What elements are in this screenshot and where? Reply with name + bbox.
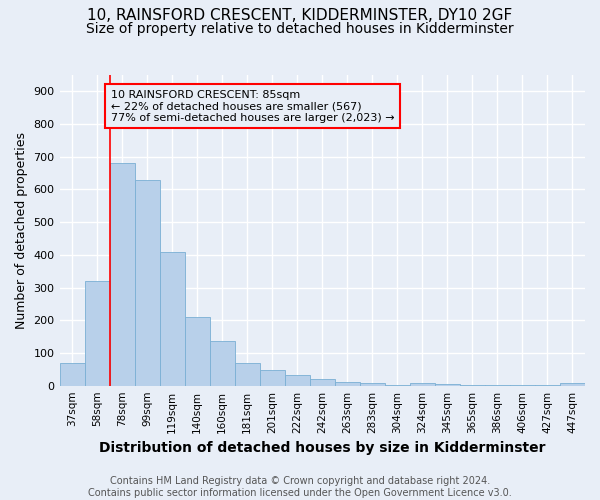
Bar (460, 384, 485, 386)
Text: Size of property relative to detached houses in Kidderminster: Size of property relative to detached ho… (86, 22, 514, 36)
Bar (134, 180, 160, 386)
Bar (235, 364, 260, 386)
Bar (410, 383, 435, 386)
Y-axis label: Number of detached properties: Number of detached properties (15, 132, 28, 329)
X-axis label: Distribution of detached houses by size in Kidderminster: Distribution of detached houses by size … (99, 441, 545, 455)
Bar (160, 252, 185, 386)
Bar (335, 382, 360, 386)
Text: 10, RAINSFORD CRESCENT, KIDDERMINSTER, DY10 2GF: 10, RAINSFORD CRESCENT, KIDDERMINSTER, D… (88, 8, 512, 22)
Bar (260, 370, 285, 386)
Bar (185, 317, 209, 386)
Bar (285, 375, 310, 386)
Bar (310, 379, 335, 386)
Bar (560, 383, 585, 386)
Bar (110, 164, 134, 386)
Bar (485, 385, 510, 386)
Bar (360, 383, 385, 386)
Bar (435, 384, 460, 386)
Bar (85, 281, 110, 386)
Bar (59, 363, 85, 386)
Bar (535, 385, 560, 386)
Bar (510, 385, 535, 386)
Bar (385, 384, 410, 386)
Text: 10 RAINSFORD CRESCENT: 85sqm
← 22% of detached houses are smaller (567)
77% of s: 10 RAINSFORD CRESCENT: 85sqm ← 22% of de… (111, 90, 394, 123)
Text: Contains HM Land Registry data © Crown copyright and database right 2024.
Contai: Contains HM Land Registry data © Crown c… (88, 476, 512, 498)
Bar (209, 340, 235, 386)
